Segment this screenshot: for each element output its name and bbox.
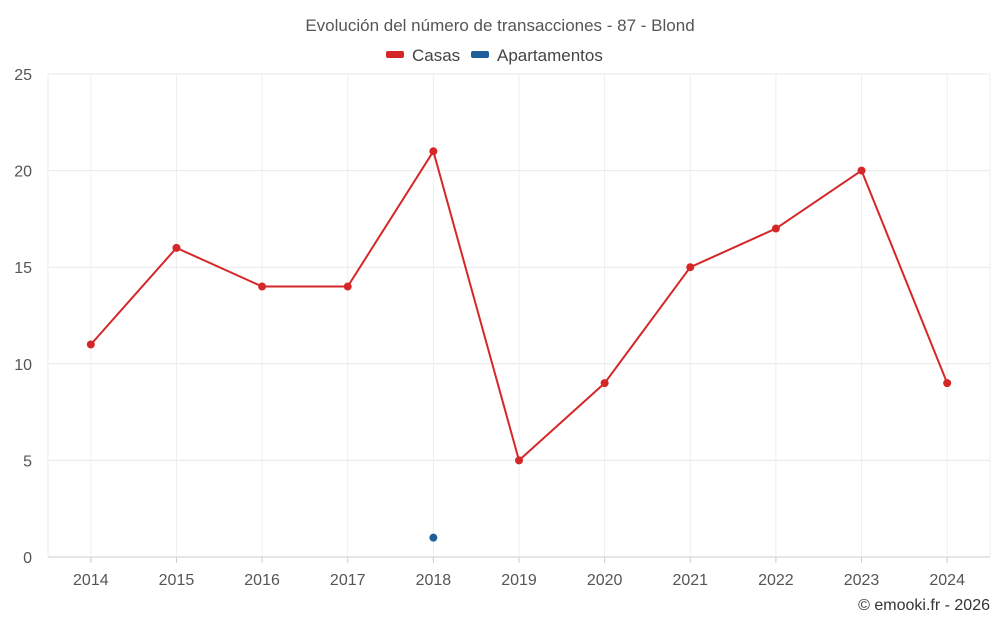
x-tick-label: 2024	[929, 572, 965, 589]
x-tick-label: 2020	[587, 572, 623, 589]
legend-label-casas[interactable]: Casas	[412, 46, 460, 65]
data-point-apartamentos-2018[interactable]	[429, 533, 438, 542]
x-tick-label: 2023	[844, 572, 880, 589]
y-tick-label: 25	[14, 67, 32, 84]
data-point-casas-2018[interactable]	[429, 147, 438, 156]
x-tick-label: 2015	[159, 572, 195, 589]
x-tick-label: 2018	[416, 572, 452, 589]
x-tick-label: 2022	[758, 572, 794, 589]
legend-label-apartamentos[interactable]: Apartamentos	[497, 46, 603, 65]
y-tick-label: 20	[14, 164, 32, 181]
y-axis: 0 5 10 15 20 25	[14, 67, 32, 567]
legend-swatch-casas	[386, 51, 404, 58]
data-point-casas-2020[interactable]	[600, 379, 609, 388]
y-tick-label: 0	[23, 550, 32, 567]
x-tick-label: 2017	[330, 572, 366, 589]
plot-area	[86, 147, 952, 542]
y-tick-label: 10	[14, 357, 32, 374]
x-axis: 2014 2015 2016 2017 2018 2019 2020 2021 2022 2023…	[73, 557, 965, 589]
grid-lines	[47, 73, 991, 558]
data-point-casas-2014[interactable]	[86, 340, 95, 349]
y-tick-label: 5	[23, 453, 32, 470]
data-point-casas-2015[interactable]	[172, 243, 181, 252]
chart-title: Evolución del número de transacciones - …	[305, 16, 694, 35]
data-point-casas-2019[interactable]	[515, 456, 523, 465]
x-tick-label: 2021	[672, 572, 708, 589]
legend-swatch-apartamentos	[471, 51, 489, 58]
data-point-casas-2021[interactable]	[686, 263, 695, 272]
credit-text: © emooki.fr - 2026	[858, 597, 990, 614]
x-tick-label: 2019	[501, 572, 537, 589]
x-tick-label: 2016	[244, 572, 280, 589]
data-point-casas-2022[interactable]	[771, 224, 780, 233]
data-point-casas-2016[interactable]	[258, 282, 267, 291]
legend: Casas Apartamentos	[386, 46, 603, 65]
data-point-casas-2024[interactable]	[943, 379, 952, 388]
x-tick-label: 2014	[73, 572, 109, 589]
data-point-casas-2017[interactable]	[343, 282, 352, 291]
data-point-casas-2023[interactable]	[857, 166, 866, 175]
y-tick-label: 15	[14, 260, 32, 277]
